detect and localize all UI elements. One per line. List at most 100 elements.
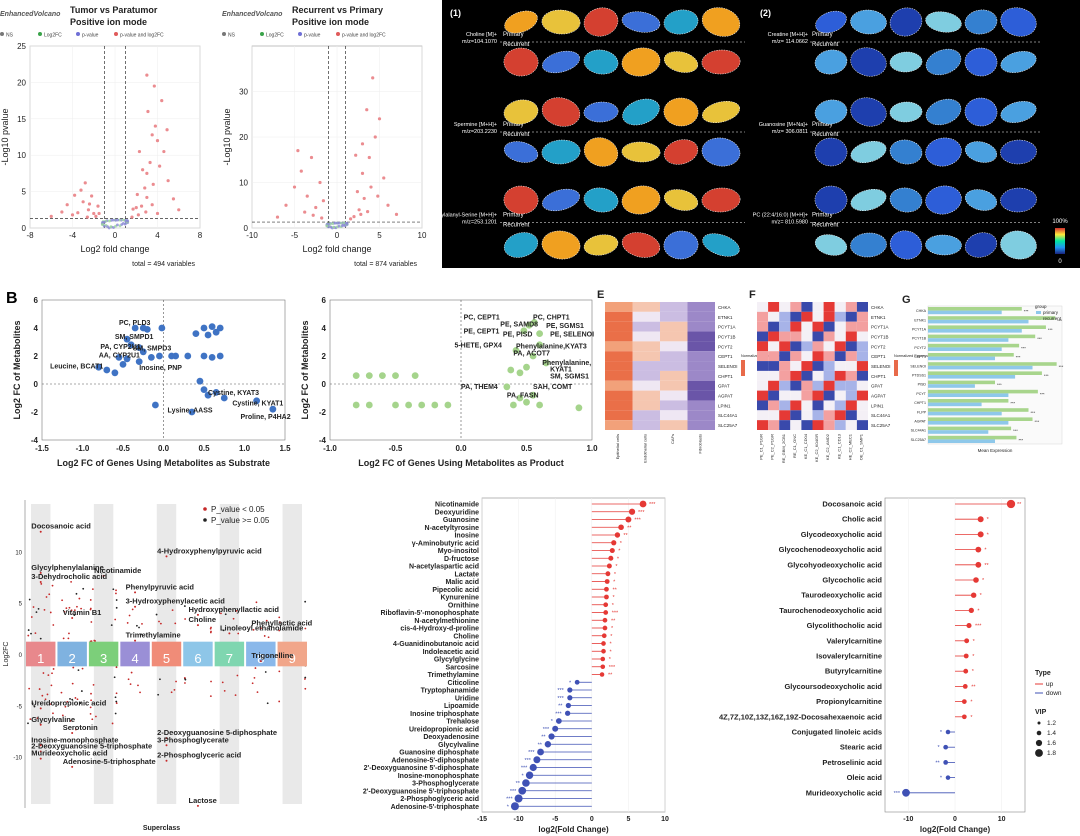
heat-cell	[823, 311, 835, 322]
data-point	[50, 684, 53, 687]
lollipop-head	[514, 794, 523, 803]
data-point	[157, 693, 160, 696]
significance-label: ***	[1059, 364, 1064, 369]
heat-cell	[632, 370, 660, 381]
heat-cell	[856, 400, 868, 411]
data-point	[48, 593, 51, 596]
data-point	[143, 326, 151, 333]
heat-cell	[801, 341, 813, 352]
heat-cell	[801, 361, 813, 371]
item-label: Taurochenodeoxycholic acid	[779, 606, 882, 615]
data-point	[382, 176, 386, 180]
heat-cell	[660, 420, 688, 430]
data-point	[278, 700, 281, 703]
group-label: (1)	[450, 8, 461, 18]
data-point	[147, 354, 155, 361]
ns-point	[331, 222, 334, 226]
colorbar	[1055, 228, 1065, 254]
tissue-recurrent	[503, 141, 539, 163]
tissue-recurrent	[964, 141, 998, 163]
volcano-plot-recurrent-vs-primary: EnhancedVolcano Recurrent vs Primary Posit…	[222, 5, 427, 268]
category-label: CHKA	[916, 309, 927, 313]
item-label: Butyrylcarnitine	[825, 667, 882, 676]
data-point	[236, 674, 239, 677]
legend-label: recurrent	[1043, 316, 1062, 321]
significance-label: ***	[524, 758, 531, 764]
ns-point	[342, 223, 346, 227]
item-label: 2'-Deoxyguanosine 5'-triphosphate	[363, 788, 479, 795]
data-point	[75, 728, 77, 731]
x-tick-label: 0.0	[455, 444, 467, 453]
legend-title: VIP	[1035, 709, 1047, 716]
bar-recurrent	[928, 435, 1017, 440]
y-axis-label: Log2 FC of Metabolites	[12, 321, 22, 420]
data-point	[115, 589, 117, 592]
item-label: Choline	[453, 633, 479, 640]
data-point	[158, 324, 166, 332]
data-point	[70, 213, 75, 217]
class-number: 5	[163, 651, 170, 666]
category-label: PCYT	[916, 392, 926, 396]
tissue-recurrent	[583, 49, 619, 75]
lollipop-head	[618, 524, 624, 531]
x-tick-label: 4	[155, 231, 160, 240]
data-point	[136, 213, 140, 217]
category-label: ETNK1	[914, 318, 926, 322]
data-point	[51, 584, 54, 587]
labelled-point	[39, 750, 42, 753]
data-point	[114, 618, 117, 621]
heat-cell	[812, 370, 824, 381]
heat-cell	[660, 341, 688, 352]
data-point	[222, 629, 225, 632]
heat-cell	[790, 370, 802, 381]
point-annotation: PE, PISD	[503, 331, 533, 338]
significance-label: **	[971, 684, 976, 690]
labelled-point	[39, 530, 42, 533]
class-number: 8	[257, 651, 264, 666]
lollipop-head	[602, 625, 608, 631]
data-point	[265, 619, 268, 622]
data-point	[131, 324, 139, 332]
category-label: AGPAT	[914, 420, 926, 424]
lollipop-head	[603, 610, 609, 615]
data-point	[296, 149, 300, 153]
data-point	[255, 601, 258, 604]
heat-cell	[812, 351, 824, 362]
data-point	[40, 583, 43, 585]
tissue-primary	[889, 187, 923, 213]
significance-label: ***	[1024, 309, 1029, 314]
data-point	[97, 211, 101, 216]
labelled-point	[165, 744, 168, 747]
significance-label: ***	[557, 696, 564, 702]
data-point	[530, 319, 538, 326]
heat-cell	[834, 361, 846, 371]
lollipop-head	[605, 571, 611, 577]
data-point	[44, 698, 47, 701]
row-label-recurrent: Recurrent	[812, 223, 839, 229]
panel-label-b: B	[6, 290, 18, 307]
heat-cell	[856, 390, 868, 401]
data-point	[516, 394, 524, 402]
data-point	[221, 681, 224, 684]
data-point	[392, 401, 399, 409]
heat-cell	[790, 410, 802, 421]
data-point	[536, 401, 543, 409]
legend-dot	[38, 32, 42, 36]
column-label: Fibroblasts	[697, 434, 702, 454]
row-label: PCYT1B	[871, 334, 889, 339]
group-label: (2)	[760, 8, 771, 18]
heat-cell	[856, 370, 868, 381]
x-axis-label: Log2 FC of Genes Using Metabolites as Su…	[57, 458, 270, 468]
lollipop-head	[602, 617, 608, 623]
significance-label: **	[1017, 502, 1022, 508]
class-number: 4	[131, 651, 138, 666]
item-label: Isovalerylcarnitine	[816, 652, 882, 661]
data-point	[35, 611, 38, 613]
data-point	[114, 696, 117, 699]
data-point	[224, 613, 227, 616]
item-label: Propionylcarnitine	[816, 697, 882, 706]
chart-title: Recurrent vs Primary	[292, 5, 383, 15]
y-axis-label: -Log10 pvalue	[0, 108, 10, 165]
category-label: PCYT2	[914, 346, 926, 350]
lollipop-head	[945, 729, 951, 735]
